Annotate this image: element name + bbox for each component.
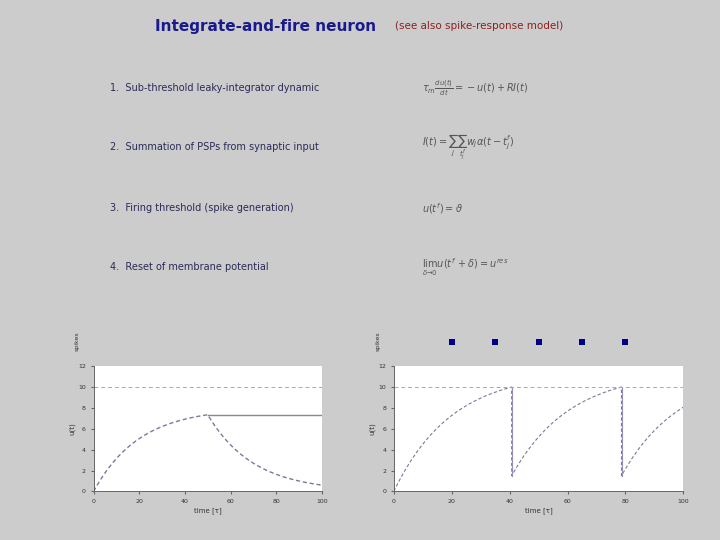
X-axis label: time [τ]: time [τ] <box>194 507 222 514</box>
Text: 2.  Summation of PSPs from synaptic input: 2. Summation of PSPs from synaptic input <box>110 142 319 152</box>
Text: 4.  Reset of membrane potential: 4. Reset of membrane potential <box>110 262 269 272</box>
X-axis label: time [τ]: time [τ] <box>525 507 552 514</box>
Y-axis label: u(t): u(t) <box>369 422 376 435</box>
Text: spikes: spikes <box>75 332 80 352</box>
Text: $\tau_m \frac{du(t)}{dt} = -u(t) + RI(t)$: $\tau_m \frac{du(t)}{dt} = -u(t) + RI(t)… <box>422 78 528 98</box>
Text: $\lim_{\delta \to 0} u(t^f + \delta) = u^{res}$: $\lim_{\delta \to 0} u(t^f + \delta) = u… <box>422 256 508 278</box>
Text: 3.  Firing threshold (spike generation): 3. Firing threshold (spike generation) <box>110 203 294 213</box>
Text: (see also spike-response model): (see also spike-response model) <box>395 21 563 31</box>
Text: Integrate-and-fire neuron: Integrate-and-fire neuron <box>155 19 376 34</box>
Text: $u(t^f) = \vartheta$: $u(t^f) = \vartheta$ <box>422 201 463 215</box>
Text: 1.  Sub-threshold leaky-integrator dynamic: 1. Sub-threshold leaky-integrator dynami… <box>110 83 320 93</box>
Text: $I(t) = \sum_j \sum_{t_j^f} w_j \alpha(t - t_j^f)$: $I(t) = \sum_j \sum_{t_j^f} w_j \alpha(t… <box>422 132 514 162</box>
Y-axis label: u(t): u(t) <box>69 422 76 435</box>
Text: spikes: spikes <box>375 332 380 352</box>
